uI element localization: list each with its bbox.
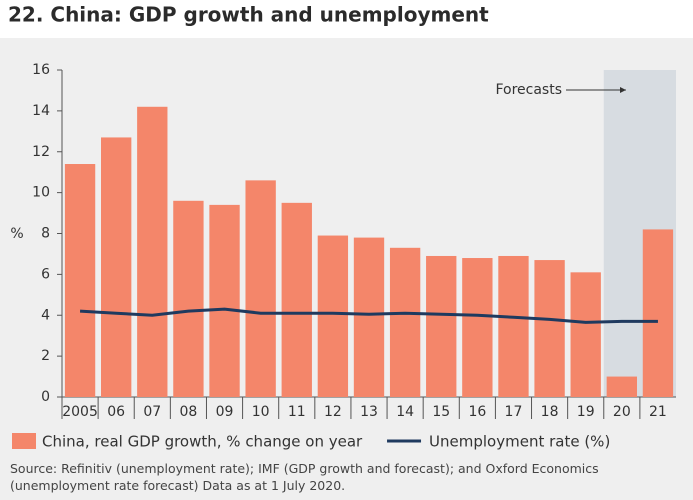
y-tick-label: 10 <box>32 185 50 201</box>
bar <box>642 229 674 397</box>
bar <box>570 272 601 397</box>
x-tick-label: 13 <box>360 404 378 420</box>
bar <box>462 258 493 397</box>
bar <box>389 247 421 397</box>
bar <box>245 180 276 397</box>
bar <box>64 164 96 397</box>
y-tick-label: 16 <box>32 62 50 78</box>
bar <box>173 200 204 397</box>
bar <box>209 204 240 397</box>
x-tick-label: 07 <box>143 404 161 420</box>
y-tick-label: 6 <box>41 266 50 282</box>
x-tick-label: 08 <box>179 404 197 420</box>
line <box>79 307 658 324</box>
x-tick-label: 18 <box>541 404 559 420</box>
y-tick-label: 12 <box>32 144 50 160</box>
bar <box>317 235 349 397</box>
legend-label: Unemployment rate (%) <box>429 433 610 451</box>
y-tick-label: 2 <box>41 348 50 364</box>
bar <box>426 255 457 397</box>
x-tick-label: 11 <box>288 404 306 420</box>
bar <box>281 202 312 397</box>
x-tick-label: 2005 <box>62 404 98 420</box>
x-tick-label: 15 <box>432 404 450 420</box>
y-axis-label: % <box>10 226 23 242</box>
x-tick-label: 20 <box>613 404 631 420</box>
y-tick-label: 0 <box>41 389 50 405</box>
x-tick-label: 21 <box>649 404 667 420</box>
y-tick-label: 14 <box>32 103 50 119</box>
x-tick-label: 14 <box>396 404 414 420</box>
bar <box>353 237 385 397</box>
forecast-arrowhead <box>620 87 626 93</box>
source-note: Source: Refinitiv (unemployment rate); I… <box>10 461 599 493</box>
x-tick-label: 10 <box>252 404 270 420</box>
y-tick-label: 8 <box>41 226 50 242</box>
bar <box>137 106 168 397</box>
bar <box>101 137 132 397</box>
x-tick-label: 19 <box>577 404 595 420</box>
x-tick-label: 09 <box>216 404 234 420</box>
bar <box>534 260 565 397</box>
legend-label: China, real GDP growth, % change on year <box>42 433 363 451</box>
chart-title: 22. China: GDP growth and unemployment <box>8 3 489 27</box>
forecast-label: Forecasts <box>495 82 562 98</box>
x-tick-label: 12 <box>324 404 342 420</box>
bar <box>606 376 637 397</box>
legend-swatch <box>12 433 36 449</box>
x-tick-label: 06 <box>107 404 125 420</box>
y-tick-label: 4 <box>41 307 50 323</box>
x-tick-label: 17 <box>505 404 523 420</box>
bar <box>498 255 529 397</box>
x-tick-label: 16 <box>468 404 486 420</box>
